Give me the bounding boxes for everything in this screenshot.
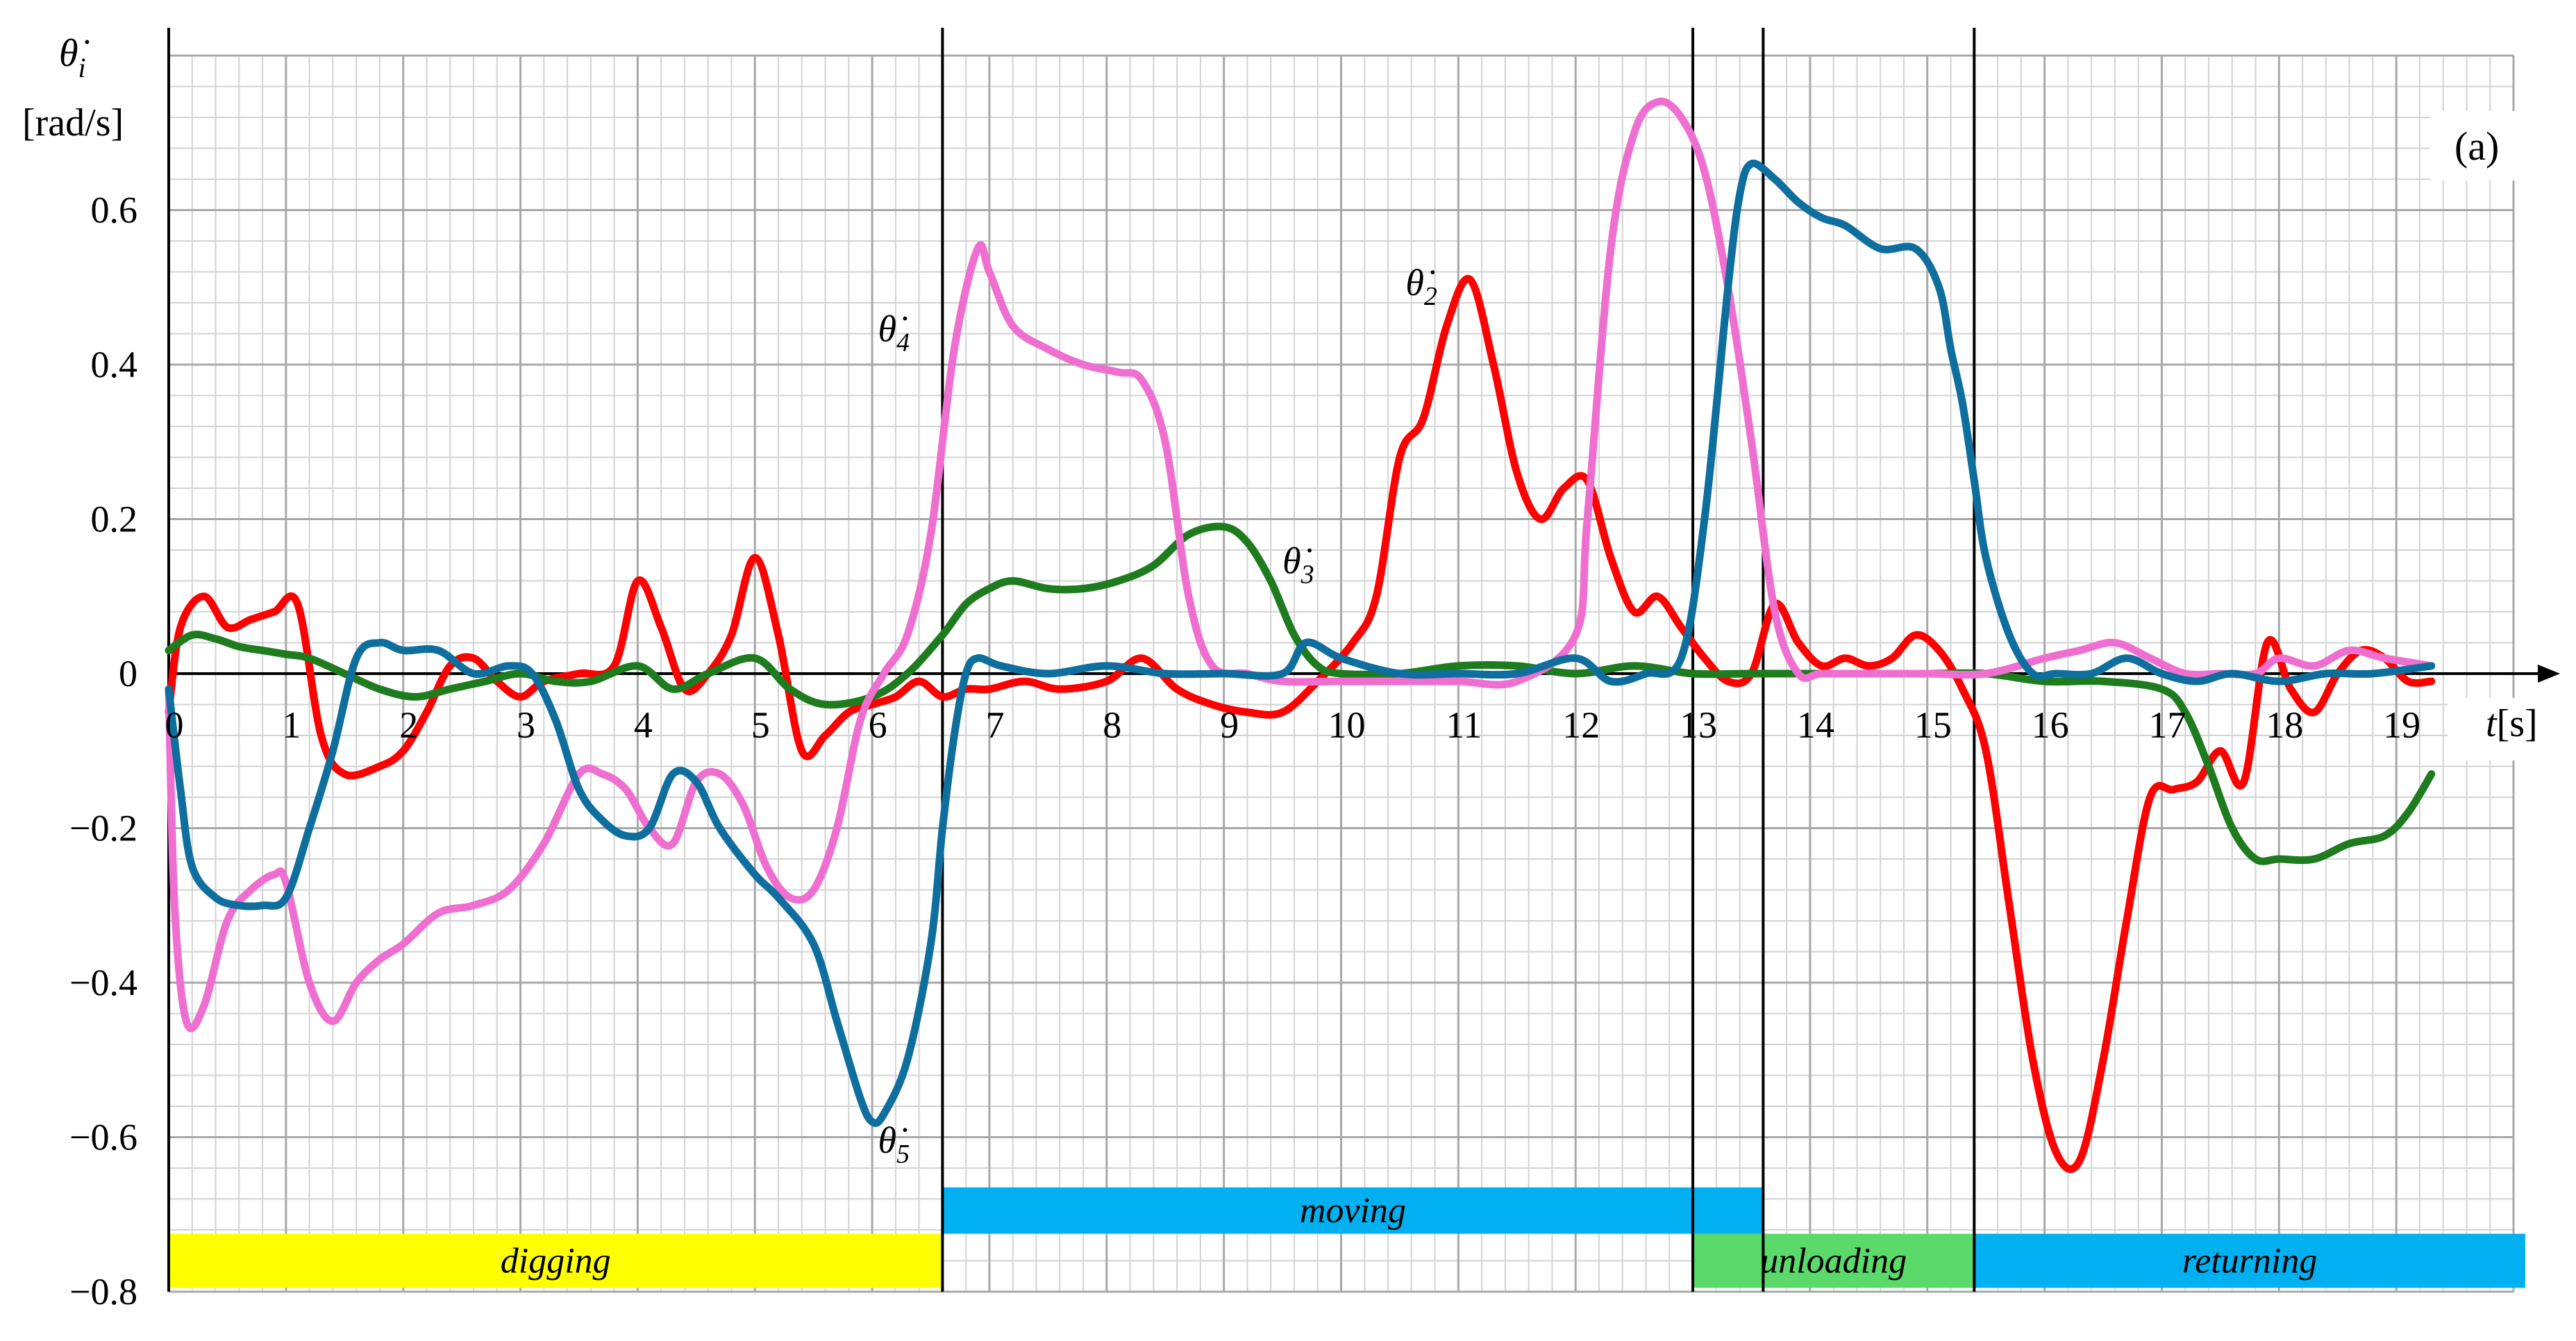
y-tick-label: 0	[119, 653, 137, 694]
phase-bar-moving	[942, 1187, 1764, 1234]
x-tick-label: 13	[1680, 704, 1717, 746]
phase-bar-returning	[1974, 1233, 2525, 1288]
x-axis-title: t[s]	[2486, 702, 2538, 745]
x-axis-symbol: t	[2486, 702, 2498, 745]
series-line-theta-4	[165, 97, 2436, 1033]
y-tick-labels: −0.8 −0.6 −0.4 −0.2 0 0.2 0.4 0.6	[69, 190, 137, 1313]
phase-label-unloading: unloading	[1760, 1242, 1907, 1281]
x-tick-label: 0	[165, 704, 184, 746]
phase-label-returning: returning	[2182, 1242, 2318, 1281]
series-label-subscript: 5	[896, 1140, 910, 1169]
x-tick-label: 12	[1562, 704, 1600, 746]
panel-label: (a)	[2454, 124, 2499, 169]
series-label-subscript: 3	[1300, 560, 1314, 589]
phase-label-moving: moving	[1300, 1191, 1406, 1231]
x-axis-unit: [s]	[2497, 702, 2538, 745]
x-tick-label: 14	[1797, 704, 1834, 746]
x-tick-label: 7	[985, 704, 1004, 746]
y-tick-label: −0.6	[69, 1117, 137, 1158]
series-lines	[165, 97, 2436, 1173]
x-tick-label: 4	[634, 704, 653, 746]
phase-label-digging: digging	[501, 1242, 611, 1281]
series-line-theta-5	[165, 159, 2436, 1127]
y-tick-label: −0.8	[69, 1271, 137, 1313]
phase-lines	[941, 28, 1976, 1292]
x-tick-label: 16	[2032, 704, 2069, 746]
phase-bar-unloading	[1693, 1233, 1975, 1288]
x-tick-label: 2	[399, 704, 418, 746]
x-axis-title-backdrop	[2448, 698, 2576, 760]
x-axis-arrow	[2538, 665, 2560, 683]
series-label-subscript: 4	[896, 328, 910, 358]
y-tick-label: 0.4	[91, 344, 138, 385]
x-tick-label: 19	[2383, 704, 2420, 746]
series-label-subscript: 2	[1424, 282, 1437, 311]
series-line-theta-3	[165, 522, 2436, 865]
phase-bar-digging	[169, 1233, 943, 1288]
x-tick-label: 6	[869, 704, 887, 746]
y-axis-unit: [rad/s]	[22, 101, 124, 144]
y-tick-label: 0.6	[91, 190, 138, 231]
panel-label-backdrop	[2430, 111, 2527, 181]
x-tick-label: 11	[1446, 704, 1482, 746]
x-tick-label: 10	[1328, 704, 1366, 746]
y-tick-label: 0.2	[91, 499, 138, 540]
series-label-theta-5: θ̇5	[878, 1119, 910, 1169]
x-tick-label: 1	[282, 704, 301, 746]
y-tick-label: −0.2	[69, 808, 137, 849]
x-tick-label: 18	[2266, 704, 2303, 746]
x-tick-label: 5	[751, 704, 770, 746]
x-tick-label: 15	[1914, 704, 1952, 746]
y-tick-label: −0.4	[69, 962, 137, 1003]
x-tick-label: 3	[517, 704, 535, 746]
x-tick-label: 9	[1220, 704, 1239, 746]
phase-bars: digging moving unloading returning	[169, 1187, 2525, 1288]
y-axis-subscript: i	[78, 52, 86, 83]
x-tick-label: 8	[1103, 704, 1121, 746]
x-tick-labels: 0 1 2 3 4 5 6 7 8 9 10 11 12 13 14 15 16 17 18 19	[165, 704, 2421, 746]
x-tick-label: 17	[2148, 704, 2186, 746]
